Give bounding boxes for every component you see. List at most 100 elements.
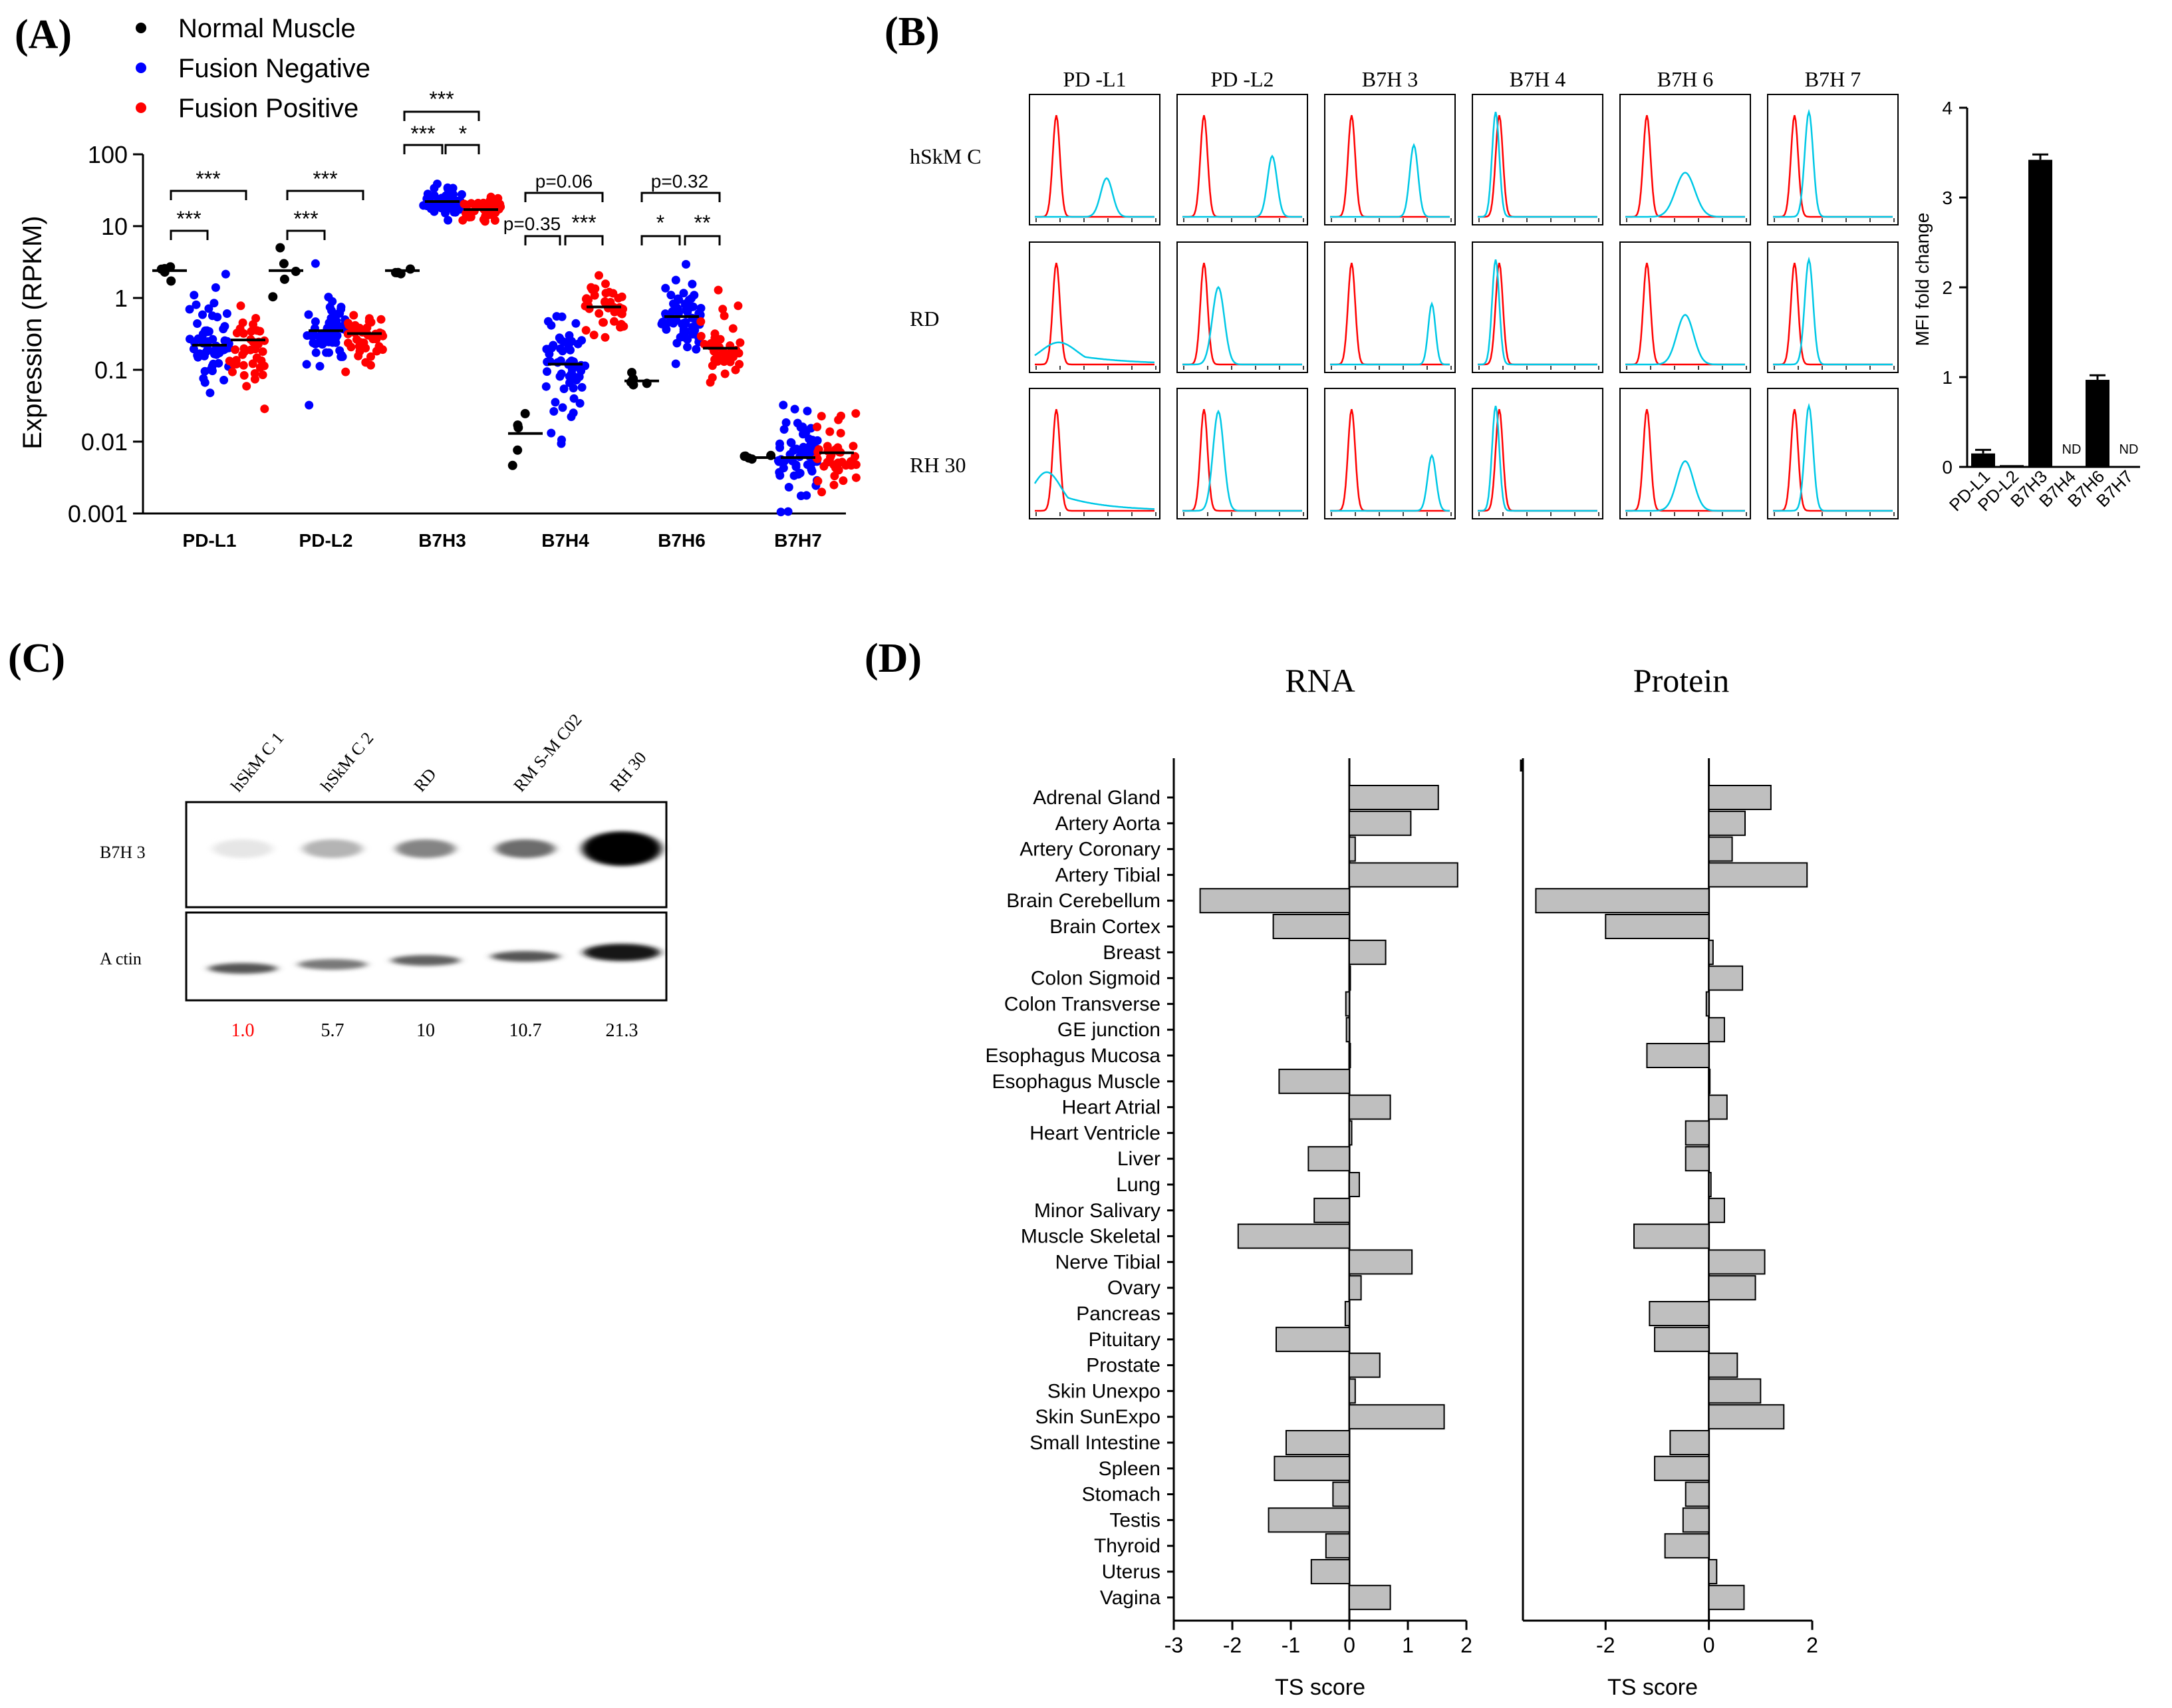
data-point [541, 382, 551, 391]
data-point [566, 345, 575, 355]
tissue-label: Pituitary [1089, 1329, 1160, 1351]
data-point [279, 274, 289, 284]
data-point [559, 384, 569, 394]
ts-score-bar [1654, 1326, 1710, 1352]
mfi-bar [1971, 453, 1995, 467]
data-point [567, 365, 577, 374]
legend-marker-positive [136, 102, 146, 113]
rna-x-axis-label: TS score [1275, 1675, 1365, 1700]
tissue-label: Prostate [1086, 1355, 1160, 1377]
ts-score-bar [1349, 965, 1351, 991]
data-point [189, 345, 198, 354]
ts-score-bar [1708, 1404, 1785, 1430]
data-point [327, 306, 336, 315]
data-point [775, 468, 784, 477]
panel-d-protein-title: Protein [1633, 662, 1729, 699]
tissue-label: Nerve Tibial [1055, 1251, 1160, 1273]
data-point [513, 420, 523, 430]
data-point [361, 358, 370, 367]
ts-score-bar [1349, 836, 1356, 862]
data-point [229, 360, 239, 369]
panel-b-mfi-bar-chart: MFI fold change 0 1 2 3 4 ND ND PD-L1PD-L2B7H… [1912, 98, 2140, 515]
panel-b-flow-histograms: PD -L1 PD -L2 B7H 3 B7H 4 B7H 6 B7H 7 hSkM C RD… [910, 67, 1899, 519]
data-point [813, 476, 823, 486]
ts-score-bar [1285, 1430, 1350, 1455]
y-tick-label: 0.001 [68, 500, 128, 527]
data-point [305, 400, 314, 410]
data-point [672, 316, 681, 325]
ts-score-bar [1708, 862, 1808, 888]
ts-score-bar [1345, 1017, 1350, 1043]
data-point [479, 215, 488, 224]
significance-bracket [170, 229, 209, 240]
x-tick-label: B7H7 [774, 530, 822, 551]
x-tick-label: PD-L2 [299, 530, 353, 551]
data-point [802, 491, 811, 500]
ts-score-bar [1685, 1146, 1710, 1172]
data-point [686, 303, 695, 312]
data-point [250, 374, 259, 384]
tissue-label: Liver [1117, 1148, 1160, 1170]
data-point [238, 318, 247, 327]
x-tick-label: B7H3 [418, 530, 466, 551]
data-point [259, 361, 269, 370]
data-point [846, 457, 855, 466]
data-point [601, 279, 610, 289]
histogram-frame [1324, 388, 1456, 519]
stain-histogram [1035, 177, 1154, 218]
ts-score-bar [1633, 1223, 1710, 1249]
histogram-column-label: B7H 3 [1362, 67, 1418, 91]
ts-score-bar [1307, 1146, 1351, 1172]
flow-histogram-grid: PD -L1 PD -L2 B7H 3 B7H 4 B7H 6 B7H 7 hSkM C RD… [910, 67, 1899, 519]
data-point [825, 427, 835, 436]
actin-band [583, 944, 660, 961]
data-point [559, 337, 569, 347]
data-point [781, 418, 791, 427]
data-point [599, 318, 608, 327]
ts-score-bar [1705, 991, 1710, 1017]
data-point [207, 366, 217, 376]
data-point [221, 269, 230, 279]
stain-histogram [1625, 172, 1745, 218]
data-point [451, 208, 460, 217]
blot-lane-label: hSkM C 2 [317, 728, 377, 795]
data-point [601, 297, 609, 307]
data-point [678, 319, 688, 328]
y-tick-label: 0.1 [94, 356, 128, 384]
mfi-bar [2000, 465, 2024, 467]
data-point [222, 309, 231, 318]
tissue-label: Minor Salivary [1034, 1200, 1160, 1222]
ts-x-tick-label: -3 [1164, 1634, 1183, 1657]
data-point [209, 299, 219, 308]
data-point [372, 347, 381, 356]
data-point [720, 369, 730, 378]
ts-score-bar [1349, 1249, 1413, 1275]
ts-score-bar [1708, 1559, 1718, 1584]
histogram-frame [1176, 388, 1308, 519]
data-point [248, 359, 257, 368]
data-point [268, 292, 278, 302]
blot-quantification-value: 10 [416, 1020, 435, 1041]
isotype-histogram [1035, 409, 1154, 512]
data-point [441, 208, 450, 217]
protein-x-axis-label: TS score [1607, 1675, 1698, 1700]
data-point [807, 467, 817, 476]
data-point [718, 305, 728, 314]
significance-bracket [286, 229, 326, 240]
data-point [547, 428, 556, 438]
data-point [215, 346, 225, 355]
data-point [547, 343, 556, 353]
ts-score-bar [1349, 785, 1439, 810]
tissue-label: Testis [1109, 1509, 1160, 1531]
data-point [851, 409, 861, 418]
rna-ts-score-bars: -3 -2 -1 0 1 2 [1164, 758, 1472, 1657]
panel-a-x-ticks: PD-L1 PD-L2 B7H3 B7H4 B7H6 B7H7 [183, 530, 822, 551]
ts-score-bar [1349, 1275, 1362, 1301]
data-point [204, 327, 213, 336]
tissue-label: Esophagus Muscle [992, 1071, 1160, 1093]
data-point [443, 183, 452, 192]
data-point [338, 352, 347, 361]
tissue-label: Spleen [1099, 1458, 1160, 1480]
blot-quantification-value: 21.3 [606, 1020, 638, 1041]
